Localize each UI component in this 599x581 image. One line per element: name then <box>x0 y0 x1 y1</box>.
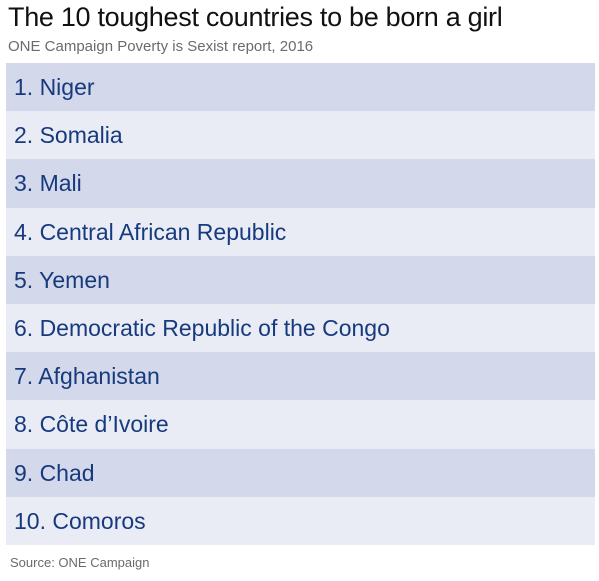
ranking-row: 1. Niger <box>6 63 595 112</box>
ranking-row: 6. Democratic Republic of the Congo <box>6 303 595 353</box>
ranking-row: 5. Yemen <box>6 255 595 304</box>
source: Source: ONE Campaign <box>10 555 150 570</box>
subtitle: ONE Campaign Poverty is Sexist report, 2… <box>8 38 314 55</box>
ranking-row: 10. Comoros <box>6 496 595 545</box>
ranking-row: 9. Chad <box>6 448 595 497</box>
ranking-list: 1. Niger 2. Somalia 3. Mali 4. Central Afri… <box>6 63 595 545</box>
title: The 10 toughest countries to be born a g… <box>8 2 503 32</box>
ranking-row: 3. Mali <box>6 159 595 208</box>
ranking-row: 8. Côte d’Ivoire <box>6 400 595 449</box>
ranking-row: 4. Central African Republic <box>6 207 595 256</box>
ranking-row: 7. Afghanistan <box>6 352 595 401</box>
ranking-row: 2. Somalia <box>6 111 595 160</box>
